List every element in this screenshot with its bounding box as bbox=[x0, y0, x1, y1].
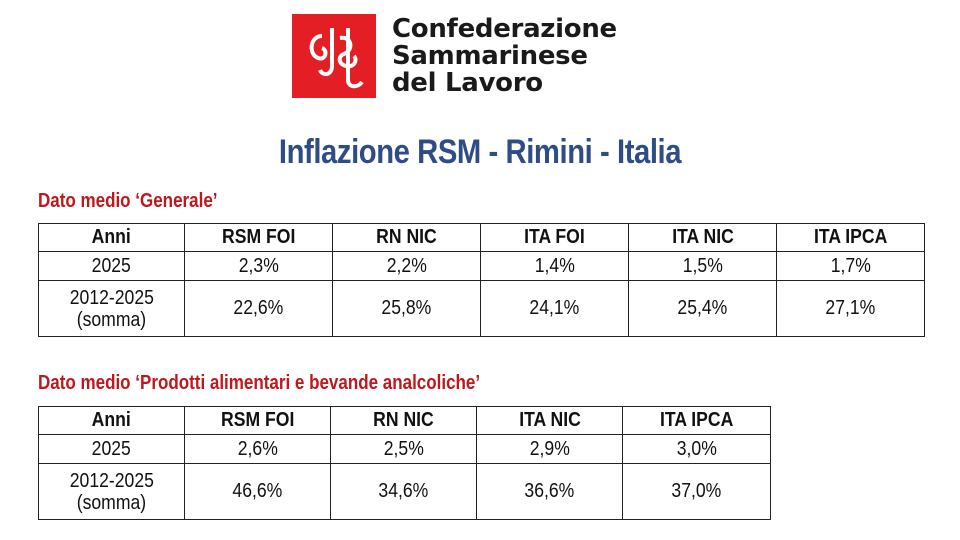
value-cell: 22,6% bbox=[184, 280, 333, 337]
column-header: RN NIC bbox=[330, 406, 477, 435]
food-table: Anni RSM FOI RN NIC ITA NIC ITA IPCA 202… bbox=[38, 406, 771, 520]
column-header: ITA IPCA bbox=[776, 223, 925, 252]
column-header: RSM FOI bbox=[184, 406, 331, 435]
value-cell: 24,1% bbox=[480, 280, 629, 337]
value-cell: 37,0% bbox=[622, 463, 771, 520]
table-row: 2012-2025 (somma) 46,6% 34,6% 36,6% 37,0… bbox=[38, 463, 771, 520]
column-header: ITA NIC bbox=[476, 406, 623, 435]
table-header-row: Anni RSM FOI RN NIC ITA NIC ITA IPCA bbox=[38, 406, 771, 435]
column-header: ITA FOI bbox=[480, 223, 629, 252]
value-cell: 25,4% bbox=[628, 280, 777, 337]
table-row: 2025 2,3% 2,2% 1,4% 1,5% 1,7% bbox=[38, 251, 925, 281]
table-row: 2012-2025 (somma) 22,6% 25,8% 24,1% 25,4… bbox=[38, 280, 925, 337]
column-header: ITA IPCA bbox=[622, 406, 771, 435]
column-header: RSM FOI bbox=[184, 223, 333, 252]
org-name-line3: del Lavoro bbox=[392, 68, 543, 98]
csdl-logo-icon bbox=[309, 28, 364, 89]
value-cell: 3,0% bbox=[622, 434, 771, 464]
column-header: RN NIC bbox=[332, 223, 481, 252]
org-name-line2: Sammarinese bbox=[392, 41, 588, 71]
column-header: ITA NIC bbox=[628, 223, 777, 252]
table-row: 2025 2,6% 2,5% 2,9% 3,0% bbox=[38, 434, 771, 464]
csdl-logo bbox=[292, 14, 376, 98]
value-cell: 2,5% bbox=[330, 434, 477, 464]
value-cell: 1,7% bbox=[776, 251, 925, 281]
value-cell: 2,9% bbox=[476, 434, 623, 464]
year-cell: 2025 bbox=[38, 251, 185, 281]
year-cell: 2012-2025 (somma) bbox=[38, 280, 185, 337]
page-title: Inflazione RSM - Rimini - Italia bbox=[278, 133, 682, 171]
value-cell: 25,8% bbox=[332, 280, 481, 337]
value-cell: 2,6% bbox=[184, 434, 331, 464]
org-name-line1: Confederazione bbox=[392, 14, 617, 44]
value-cell: 1,4% bbox=[480, 251, 629, 281]
value-cell: 27,1% bbox=[776, 280, 925, 337]
value-cell: 36,6% bbox=[476, 463, 623, 520]
year-cell: 2012-2025 (somma) bbox=[38, 463, 185, 520]
value-cell: 34,6% bbox=[330, 463, 477, 520]
value-cell: 2,2% bbox=[332, 251, 481, 281]
section1-label: Dato medio ‘Generale’ bbox=[38, 190, 218, 212]
table-header-row: Anni RSM FOI RN NIC ITA FOI ITA NIC ITA … bbox=[38, 223, 925, 252]
value-cell: 46,6% bbox=[184, 463, 331, 520]
value-cell: 1,5% bbox=[628, 251, 777, 281]
column-header: Anni bbox=[38, 406, 185, 435]
section2-label: Dato medio ‘Prodotti alimentari e bevand… bbox=[38, 372, 481, 394]
year-cell: 2025 bbox=[38, 434, 185, 464]
column-header: Anni bbox=[38, 223, 185, 252]
header: Confederazione Sammarinese del Lavoro bbox=[292, 14, 652, 98]
general-table: Anni RSM FOI RN NIC ITA FOI ITA NIC ITA … bbox=[38, 223, 925, 337]
org-name: Confederazione Sammarinese del Lavoro bbox=[392, 16, 617, 97]
value-cell: 2,3% bbox=[184, 251, 333, 281]
